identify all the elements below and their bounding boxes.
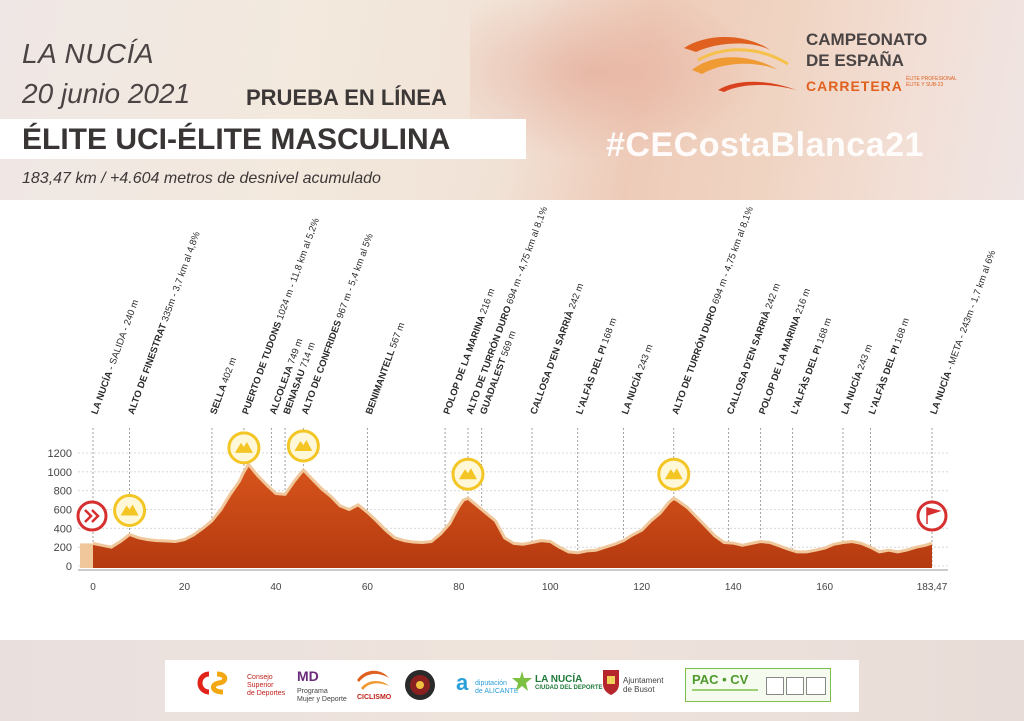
category-box bbox=[0, 119, 526, 159]
y-tick-label: 800 bbox=[54, 486, 72, 498]
elevation-profile-chart: 0 200 400 600 800 1000 1200 0 20 40 60 80 100 120 140 1… bbox=[48, 204, 999, 593]
logo-line-3: CARRETERA bbox=[806, 78, 903, 94]
pac-cv-logo-text: PAC • CV bbox=[692, 672, 749, 687]
y-tick-label: 0 bbox=[66, 561, 72, 573]
race-city: LA NUCÍA bbox=[22, 38, 155, 69]
waypoint-label: ALTO DE FINESTRAT 335m - 3,7 km al 4,8% bbox=[126, 230, 203, 416]
y-tick-label: 1200 bbox=[48, 448, 72, 460]
mountain-icon bbox=[234, 441, 253, 453]
race-type: PRUEBA EN LÍNEA bbox=[246, 85, 447, 110]
race-date: 20 junio 2021 bbox=[22, 78, 191, 109]
waypoint-label: LA NUCÍA 243 m bbox=[620, 343, 656, 416]
x-tick-label: 100 bbox=[542, 582, 559, 593]
waypoint-label: CALLOSA D'EN SARRIÀ 242 m bbox=[528, 282, 586, 416]
waypoint-label: LA NUCÍA - META - 243m - 1,7 km al 6% bbox=[928, 248, 998, 416]
waypoint-label: ALTO DE TURRÓN DURO 694 m - 4,75 km al 8… bbox=[464, 204, 551, 416]
pac-cv-emblem-3 bbox=[806, 677, 826, 695]
finish-marker-icon bbox=[916, 500, 948, 532]
rfec-logo-text: CICLISMO bbox=[357, 694, 392, 701]
csd-logo-text: Consejo Superior de Deportes bbox=[247, 674, 286, 697]
race-distance: 183,47 km / +4.604 metros de desnivel ac… bbox=[22, 170, 381, 187]
finish-flag-icon bbox=[926, 507, 942, 524]
elevation-profile-ridge bbox=[92, 462, 933, 555]
waypoint-label: SELLA 402 m bbox=[208, 356, 239, 416]
svg-text:a: a bbox=[456, 670, 469, 695]
x-tick-label: 140 bbox=[725, 582, 742, 593]
y-tick-label: 600 bbox=[54, 505, 72, 517]
double-chevron-icon bbox=[84, 509, 100, 523]
logo-line-5: ÉLITE Y SUB-23 bbox=[906, 82, 944, 88]
csd-logo-icon bbox=[197, 671, 228, 695]
pac-cv-emblem-2 bbox=[786, 677, 804, 695]
waypoint-label: ALTO DE CONFRIDES 967 m - 5,4 km al 5% bbox=[300, 232, 376, 417]
mountain-icon bbox=[458, 468, 477, 480]
mountain-icon bbox=[120, 504, 139, 516]
pac-cv-line bbox=[692, 689, 758, 691]
pac-cv-logo: PAC • CV bbox=[685, 668, 831, 702]
waypoint-label: L'ALFÀS DEL PI 168 m bbox=[574, 316, 619, 416]
y-tick-label: 1000 bbox=[48, 467, 72, 479]
x-tick-label: 20 bbox=[179, 582, 191, 593]
x-tick-label: 60 bbox=[362, 582, 374, 593]
hashtag: #CECostaBlanca21 bbox=[606, 126, 924, 164]
x-tick-label: 120 bbox=[633, 582, 650, 593]
la-nucia-logo-text: LA NUCÍA CIUDAD DEL DEPORTE bbox=[535, 674, 603, 691]
y-tick-label: 200 bbox=[54, 542, 72, 554]
diputacion-logo-icon: a bbox=[456, 670, 469, 695]
la-nucia-logo-icon bbox=[512, 671, 532, 691]
waypoint-label: BENIMANTELL 567 m bbox=[364, 321, 408, 416]
svg-text:MD: MD bbox=[297, 668, 319, 684]
x-tick-label: 0 bbox=[90, 582, 96, 593]
race-category: ÉLITE UCI-ÉLITE MASCULINA bbox=[22, 123, 451, 156]
mountain-icon bbox=[294, 439, 313, 451]
mountain-icon bbox=[664, 468, 683, 480]
x-tick-label: 80 bbox=[453, 582, 465, 593]
circle-emblem-icon bbox=[405, 670, 435, 700]
logo-line-2: DE ESPAÑA bbox=[806, 51, 904, 70]
logo-line-4: ÉLITE PROFESIONAL bbox=[906, 76, 957, 82]
busot-logo-text: Ajuntament de Busot bbox=[623, 676, 664, 694]
busot-crest-icon bbox=[603, 670, 619, 695]
logo-line-1: CAMPEONATO bbox=[806, 30, 928, 49]
mujer-deporte-logo-text: Programa Mujer y Deporte bbox=[297, 688, 347, 703]
waypoint-label: L'ALFÀS DEL PI 168 m bbox=[867, 316, 912, 416]
sponsor-bar: Consejo Superior de Deportes MD Programa Mu… bbox=[165, 660, 859, 712]
mujer-deporte-logo-icon: MD bbox=[297, 668, 319, 684]
profile-start-wall bbox=[80, 543, 93, 568]
championship-logo-icon bbox=[684, 36, 796, 92]
x-tick-label: 183,47 bbox=[917, 582, 948, 593]
x-tick-label: 40 bbox=[270, 582, 282, 593]
diputacion-logo-text: diputación de ALICANTE bbox=[475, 680, 519, 695]
pac-cv-emblem-1 bbox=[766, 677, 784, 695]
y-tick-label: 400 bbox=[54, 523, 72, 535]
rfec-logo-icon bbox=[357, 670, 389, 690]
x-tick-label: 160 bbox=[816, 582, 833, 593]
